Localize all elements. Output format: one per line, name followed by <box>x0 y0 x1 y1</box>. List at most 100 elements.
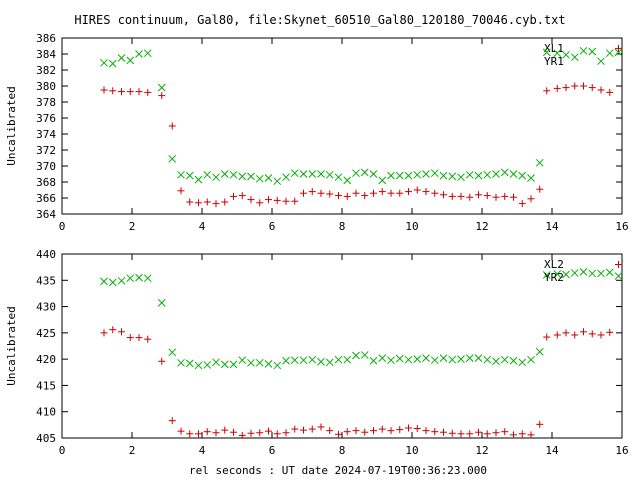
data-point <box>360 168 369 177</box>
data-point <box>527 355 535 364</box>
y-tick-label: 415 <box>36 379 56 392</box>
data-point <box>492 357 500 366</box>
y-tick-label: 374 <box>36 128 56 141</box>
data-point <box>404 171 413 180</box>
data-point <box>352 169 360 178</box>
data-point <box>343 428 351 436</box>
data-point <box>387 171 395 180</box>
data-point <box>126 274 135 283</box>
data-point <box>144 88 152 96</box>
data-point <box>143 274 152 283</box>
data-point <box>457 192 465 200</box>
data-point <box>317 170 325 178</box>
data-point <box>378 176 387 185</box>
data-point <box>290 356 299 365</box>
data-point <box>273 177 282 186</box>
data-point <box>518 430 526 438</box>
data-point <box>100 58 108 67</box>
data-point <box>118 328 125 336</box>
data-point <box>378 354 387 362</box>
data-point <box>562 329 570 337</box>
data-point <box>256 199 264 207</box>
y-tick-label: 382 <box>36 64 56 77</box>
data-point <box>430 356 439 365</box>
data-point <box>185 171 194 180</box>
data-point <box>212 429 220 437</box>
data-point <box>501 192 509 200</box>
data-point <box>571 331 579 339</box>
data-point <box>194 175 203 184</box>
x-tick-label: 6 <box>269 444 276 457</box>
data-point <box>405 424 412 432</box>
data-point <box>158 92 166 100</box>
data-point <box>282 356 290 365</box>
x-tick-label: 4 <box>199 220 206 233</box>
data-point <box>500 355 509 364</box>
data-point <box>440 428 447 436</box>
data-point <box>431 189 439 197</box>
data-point <box>168 417 176 425</box>
data-point <box>492 193 500 201</box>
y-tick-label: 420 <box>36 353 56 366</box>
data-point <box>422 354 430 362</box>
data-point <box>308 188 316 196</box>
data-point <box>448 355 457 364</box>
data-point <box>369 356 378 365</box>
data-point <box>109 326 117 334</box>
data-point <box>543 87 551 95</box>
x-tick-label: 10 <box>405 220 418 233</box>
y-tick-label: 378 <box>36 96 56 109</box>
data-point <box>440 191 447 199</box>
data-point <box>238 172 247 181</box>
data-point <box>308 425 316 433</box>
data-point <box>238 192 246 200</box>
data-point <box>510 431 517 439</box>
x-tick-label: 2 <box>129 444 136 457</box>
data-point <box>536 185 544 193</box>
data-point <box>203 361 212 369</box>
data-point <box>100 277 108 286</box>
data-point <box>273 361 282 370</box>
data-point <box>212 173 220 182</box>
y-tick-label: 368 <box>36 176 56 189</box>
y-tick-label: 405 <box>36 432 56 445</box>
x-tick-label: 8 <box>339 444 346 457</box>
data-point <box>203 428 211 436</box>
data-point <box>343 176 352 185</box>
data-point <box>387 427 395 435</box>
data-point <box>570 269 579 277</box>
data-point <box>360 351 369 359</box>
data-point <box>247 196 255 204</box>
data-point <box>118 88 125 96</box>
y-tick-label: 386 <box>36 32 56 45</box>
data-point <box>177 427 185 435</box>
data-point <box>326 190 334 198</box>
data-point <box>606 328 614 336</box>
data-point <box>483 170 492 179</box>
data-point <box>194 361 203 370</box>
x-tick-label: 16 <box>615 444 628 457</box>
y-axis-label: Uncalibrated <box>5 306 18 385</box>
data-point <box>606 88 614 96</box>
data-point <box>431 428 439 436</box>
data-point <box>126 56 135 65</box>
data-point <box>335 192 342 200</box>
data-point <box>562 270 570 279</box>
data-point <box>396 426 404 434</box>
data-point <box>186 430 194 438</box>
data-point <box>361 192 369 200</box>
data-point <box>143 49 152 58</box>
data-point <box>282 197 290 205</box>
data-point <box>448 429 456 437</box>
data-point <box>518 171 527 180</box>
data-point <box>466 430 474 438</box>
data-point <box>588 84 596 92</box>
data-point <box>597 331 605 339</box>
data-point <box>605 268 614 277</box>
data-point <box>413 186 421 194</box>
data-point <box>369 170 378 178</box>
x-tick-label: 14 <box>545 444 559 457</box>
plot-frame <box>61 37 623 215</box>
data-point <box>387 189 395 197</box>
data-point <box>500 168 509 177</box>
